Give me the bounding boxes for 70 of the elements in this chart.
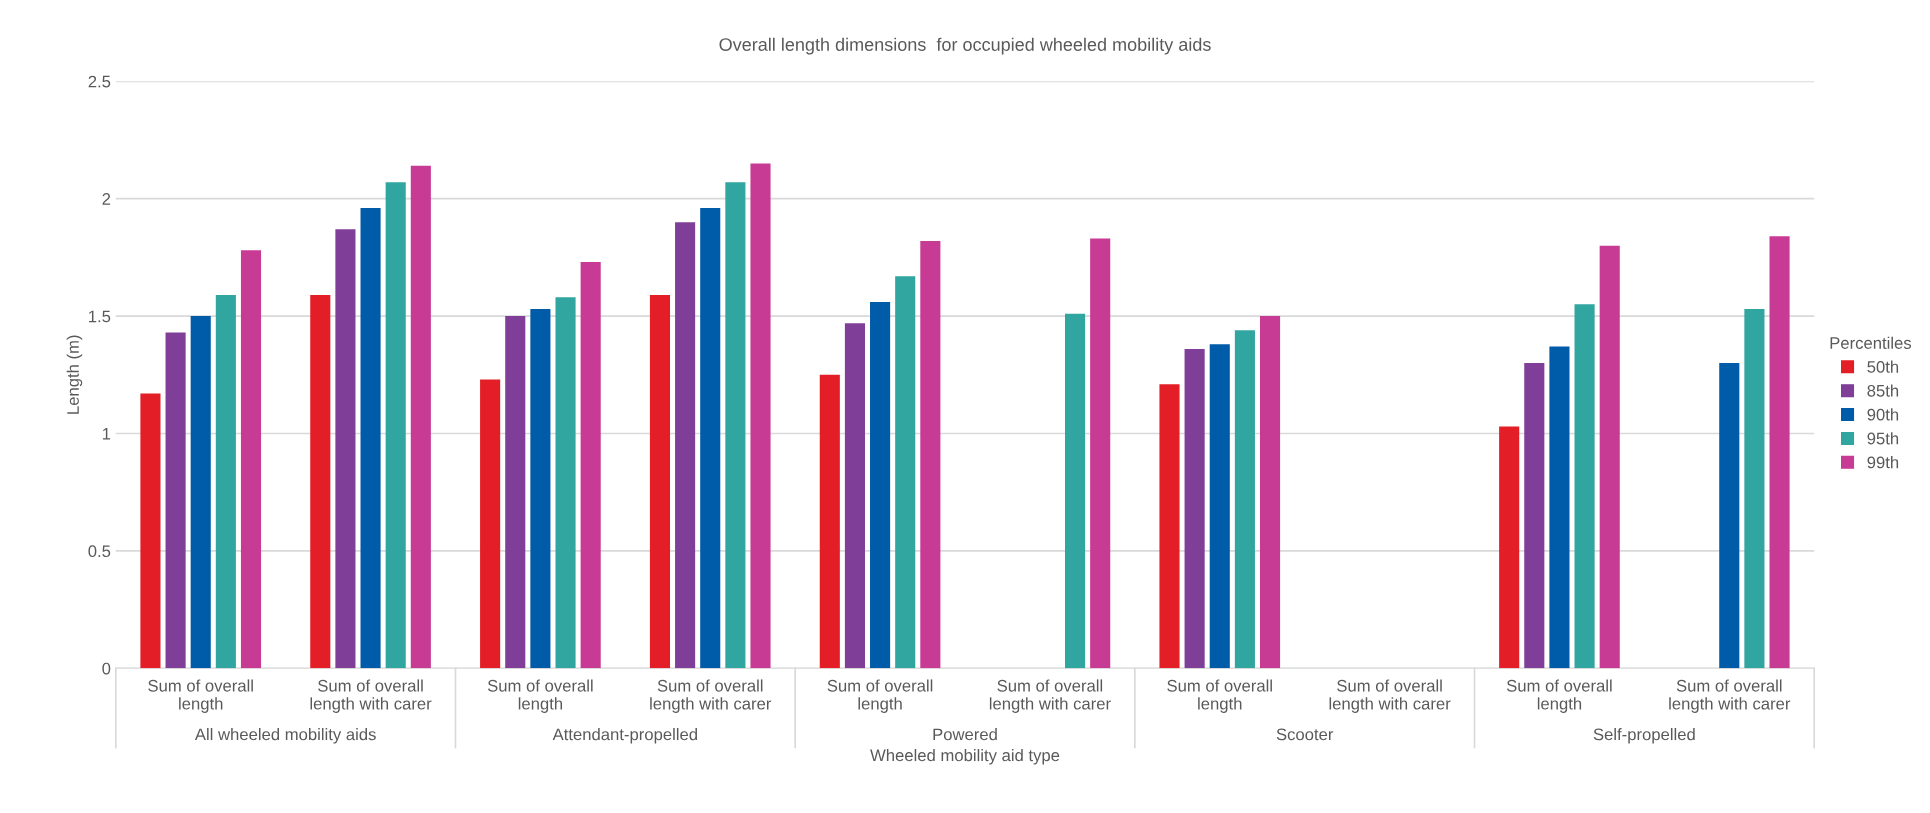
bar [410,165,431,669]
x-tick-label: Sum of overall length with carer [650,679,772,713]
y-tick-label: 0 [102,662,111,675]
x-axis-title: Wheeled mobility aid type [870,749,1060,765]
x-tick-label: Sum of overall length with carer [989,679,1111,713]
bar [895,276,916,669]
bar [555,297,576,669]
y-axis-title: Length (m) [66,335,83,414]
bar [750,163,771,669]
y-tick-label: 2 [102,193,111,205]
legend-label: 95th [1867,432,1899,445]
bar [1090,238,1111,669]
bar [700,208,721,669]
bar [1549,346,1570,669]
bar [1574,304,1595,669]
legend-label: 90th [1867,408,1899,421]
legend-title: Percentiles [1830,336,1912,349]
chart-title: Overall length dimensions for occupied wheeled mobility aids [719,37,1211,55]
x-tick-label: Sum of overall length [148,679,253,713]
bar [1209,344,1230,669]
x-tick-label: Sum of overall length [1506,679,1612,713]
bar [1499,426,1520,669]
text: Attendant-propelled [552,728,697,744]
x-tick-label: Sum of overall length with carer [310,679,432,713]
bar [335,229,356,669]
bar [870,302,891,669]
bar [1159,384,1180,669]
y-tick-label: 1.5 [89,310,111,323]
bar [140,393,161,669]
x-tick-label: Sum of overall length [827,679,933,713]
bar [240,250,262,669]
bar [1524,363,1545,669]
text: Powered [933,728,997,741]
bar [310,294,331,669]
bar [675,222,696,669]
bar [480,379,501,669]
legend-label: 85th [1867,384,1899,397]
bar [725,182,746,669]
y-tick-label: 2.5 [88,75,111,88]
bar [385,182,406,669]
text: All wheeled mobility aids [194,728,376,744]
bar [360,208,381,669]
bar [649,294,671,669]
bar [1599,245,1620,669]
bar [1259,316,1281,669]
text: Scooter [1276,728,1334,741]
x-tick-label: Sum of overall length with carer [1329,679,1451,713]
x-tick-label: Sum of overall length [487,679,593,713]
bar [165,332,186,669]
bar [1744,309,1765,669]
bar [505,316,526,669]
bar [1769,236,1790,669]
x-tick-label: Sum of overall length [1167,679,1272,713]
legend-label: 50th [1867,360,1899,373]
bar [190,316,211,669]
bar [1719,363,1740,669]
y-tick-label: 0.5 [88,545,111,558]
bar [580,262,601,669]
bar [1184,348,1205,669]
text: Self-propelled [1593,728,1695,744]
y-tick-label: 1 [102,428,111,440]
bar [819,374,840,669]
bar [1065,313,1086,669]
bar [920,240,941,669]
x-tick-label: Sum of overall length with carer [1669,679,1791,713]
bar [215,294,236,669]
legend-label: 99th [1867,456,1899,469]
bar [1234,330,1255,669]
bar [844,323,865,669]
bar [530,309,551,669]
